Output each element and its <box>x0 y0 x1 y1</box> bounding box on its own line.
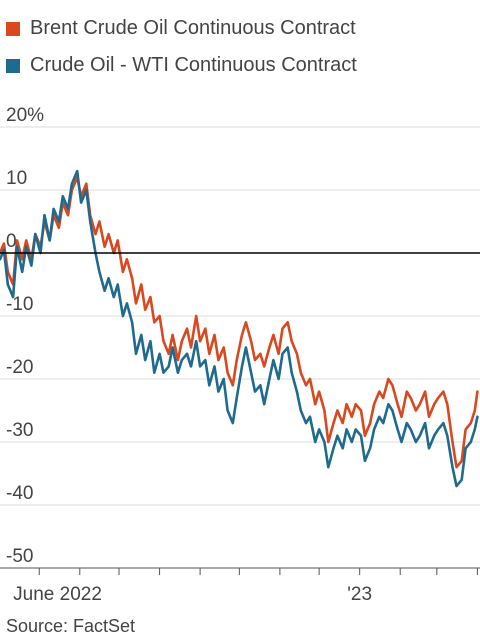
x-axis: June 2022 '23 <box>0 567 480 605</box>
y-tick-label: -40 <box>6 483 33 504</box>
series-line-wti <box>0 169 479 488</box>
y-tick-label: 10 <box>6 168 27 189</box>
legend-item-brent: Brent Crude Oil Continuous Contract <box>6 10 357 47</box>
y-tick-label: -30 <box>6 420 33 441</box>
source-note: Source: FactSet <box>6 616 136 636</box>
x-tick-label: '23 <box>347 584 372 605</box>
y-tick-label: 20% <box>6 105 44 126</box>
legend-swatch-wti <box>6 58 20 73</box>
series-lines <box>0 169 480 488</box>
legend-label-wti: Crude Oil - WTI Continuous Contract <box>30 54 357 76</box>
legend-swatch-brent <box>6 21 20 36</box>
y-tick-label: -50 <box>6 546 33 567</box>
y-tick-label: -10 <box>6 294 33 315</box>
y-tick-label: -20 <box>6 357 33 378</box>
legend-label-brent: Brent Crude Oil Continuous Contract <box>30 17 356 39</box>
x-tick-label: June 2022 <box>13 584 102 605</box>
y-axis-tick-labels: 20% 10 0 -10 -20 -30 -40 -50 <box>6 105 44 567</box>
legend: Brent Crude Oil Continuous Contract Crud… <box>6 10 357 84</box>
legend-item-wti: Crude Oil - WTI Continuous Contract <box>6 47 357 84</box>
y-tick-label: 0 <box>6 231 17 252</box>
